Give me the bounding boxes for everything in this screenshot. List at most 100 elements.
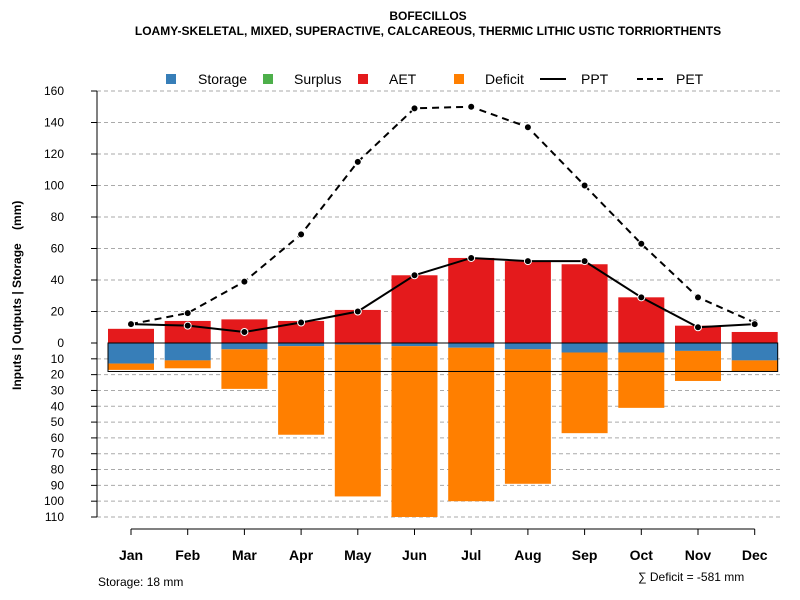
y-tick-label: 10 bbox=[51, 352, 65, 366]
y-tick-label: 40 bbox=[51, 399, 65, 413]
deficit-bar bbox=[108, 363, 154, 370]
pet-point bbox=[637, 239, 646, 248]
y-tick-label: 40 bbox=[51, 273, 65, 287]
ppt-point bbox=[580, 257, 589, 266]
ppt-point bbox=[523, 257, 532, 266]
storage-bar bbox=[731, 343, 778, 361]
legend-deficit-swatch bbox=[454, 74, 464, 84]
storage-bar bbox=[448, 343, 495, 348]
storage-bar bbox=[334, 343, 381, 345]
aet-bar bbox=[504, 261, 551, 343]
legend-ppt-label: PPT bbox=[581, 71, 609, 87]
pet-point bbox=[580, 181, 589, 190]
y-tick-label: 90 bbox=[51, 478, 65, 492]
ppt-point bbox=[750, 320, 759, 329]
storage-bar bbox=[278, 343, 325, 347]
x-tick-label: Mar bbox=[232, 547, 257, 563]
legend-storage-label: Storage bbox=[198, 71, 248, 87]
storage-bar bbox=[618, 343, 665, 353]
x-tick-label: Feb bbox=[175, 547, 200, 563]
pet-point bbox=[467, 102, 476, 111]
x-tick-label: Jul bbox=[461, 547, 481, 563]
legend-ppt-line bbox=[540, 78, 566, 80]
x-tick-label: Jun bbox=[402, 547, 427, 563]
aet-bar bbox=[448, 257, 495, 343]
deficit-total: ∑ Deficit = -581 mm bbox=[638, 570, 745, 584]
deficit-bar bbox=[675, 350, 721, 381]
aet-bar bbox=[278, 320, 325, 343]
ppt-point bbox=[297, 318, 306, 327]
x-tick-label: Nov bbox=[685, 547, 712, 563]
storage-capacity-box bbox=[107, 342, 779, 372]
legend-pet-line bbox=[637, 78, 663, 80]
y-tick-label: 70 bbox=[51, 447, 65, 461]
storage-bar bbox=[504, 343, 551, 350]
storage-bar bbox=[164, 343, 211, 361]
storage-bar bbox=[108, 343, 154, 364]
y-tick-label: 80 bbox=[51, 210, 65, 224]
storage-bar bbox=[221, 343, 268, 350]
x-tick-label: Jan bbox=[119, 547, 143, 563]
legend-aet-swatch bbox=[358, 74, 368, 84]
y-tick-label: 20 bbox=[51, 368, 65, 382]
ppt-point bbox=[127, 320, 135, 329]
legend-storage-swatch bbox=[166, 74, 176, 84]
ppt-point bbox=[637, 293, 646, 302]
pet-point bbox=[410, 104, 419, 113]
ppt-point bbox=[183, 321, 192, 330]
deficit-bar bbox=[278, 346, 325, 435]
aet-bar bbox=[108, 328, 154, 343]
ppt-point bbox=[694, 323, 702, 332]
chart-title: BOFECILLOS bbox=[389, 9, 467, 23]
deficit-bar bbox=[221, 349, 268, 389]
y-tick-label: 60 bbox=[51, 431, 65, 445]
x-tick-label: Apr bbox=[289, 547, 314, 563]
y-tick-label: 110 bbox=[45, 510, 64, 524]
storage-note: Storage: 18 mm bbox=[98, 575, 184, 589]
legend-pet-label: PET bbox=[676, 71, 704, 87]
storage-bar bbox=[391, 343, 438, 347]
y-tick-label: 100 bbox=[44, 494, 64, 508]
pet-point bbox=[240, 277, 249, 286]
ppt-point bbox=[410, 271, 419, 280]
pet-point bbox=[523, 123, 532, 132]
pet-point bbox=[183, 309, 192, 318]
y-tick-label: 100 bbox=[44, 179, 64, 193]
legend-aet-label: AET bbox=[389, 71, 417, 87]
y-tick-label: 140 bbox=[44, 116, 64, 130]
x-tick-label: Aug bbox=[514, 547, 541, 563]
y-tick-label: 50 bbox=[51, 415, 65, 429]
x-tick-label: Dec bbox=[742, 547, 768, 563]
y-tick-label: 160 bbox=[44, 84, 64, 98]
aet-bar bbox=[618, 297, 665, 343]
ppt-point bbox=[467, 253, 476, 262]
deficit-bar bbox=[164, 360, 211, 369]
aet-bar bbox=[675, 325, 721, 343]
legend-surplus-label: Surplus bbox=[294, 71, 342, 87]
deficit-bar bbox=[334, 344, 381, 497]
aet-bar bbox=[391, 275, 438, 343]
deficit-bar bbox=[561, 352, 608, 434]
y-tick-label: 80 bbox=[51, 463, 65, 477]
y-tick-label: 60 bbox=[51, 242, 65, 256]
deficit-bar bbox=[448, 347, 495, 502]
y-tick-label: 20 bbox=[51, 305, 65, 319]
pet-point bbox=[694, 293, 702, 302]
storage-bar bbox=[561, 343, 608, 353]
ppt-line bbox=[130, 256, 755, 333]
deficit-bar bbox=[391, 346, 438, 517]
pet-point bbox=[297, 230, 306, 239]
chart-subtitle: LOAMY-SKELETAL, MIXED, SUPERACTIVE, CALC… bbox=[134, 24, 722, 38]
y-tick-label: 120 bbox=[44, 147, 64, 161]
deficit-bar bbox=[618, 352, 665, 408]
ppt-point bbox=[240, 327, 249, 336]
y-tick-label: 30 bbox=[51, 383, 65, 397]
storage-bar bbox=[675, 343, 721, 351]
deficit-bar bbox=[504, 349, 551, 484]
x-tick-label: Sep bbox=[572, 547, 598, 563]
aet-bar bbox=[561, 264, 608, 343]
ppt-point bbox=[353, 307, 362, 316]
x-tick-label: May bbox=[344, 547, 371, 563]
legend-deficit-label: Deficit bbox=[485, 71, 524, 87]
